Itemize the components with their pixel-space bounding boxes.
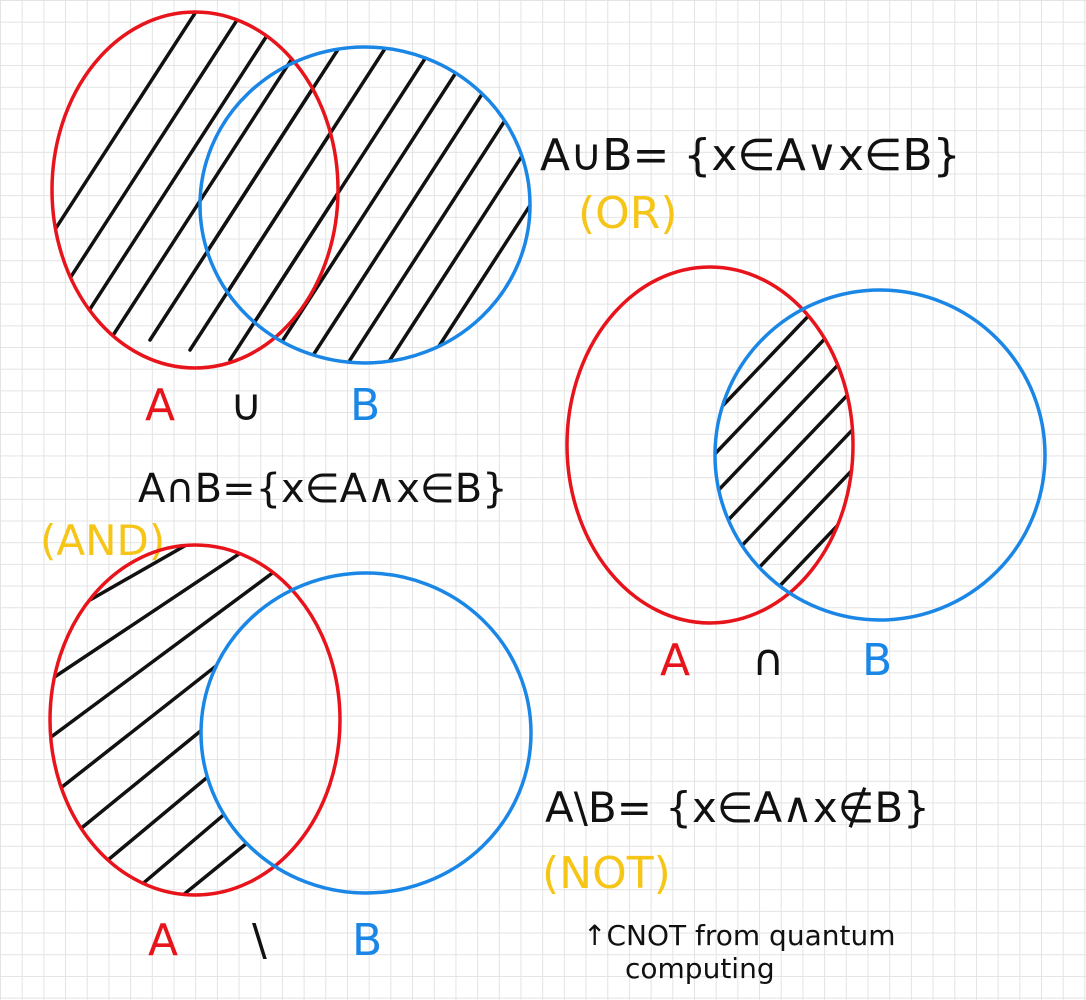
intersection-circle-b [713,288,1047,622]
intersection-operator: ∩ [752,635,784,686]
difference-hatching [50,545,302,895]
intersection-diagram: A ∩ B A∩B={x∈A∧x∈B} (AND) [40,265,1047,686]
union-label-b: B [350,380,380,431]
difference-circle-b [199,571,533,895]
union-label-a: A [145,380,175,431]
difference-note-line1: ↑CNOT from quantum [583,919,895,952]
difference-logic-word: (NOT) [542,848,671,899]
union-formula: A∪B= {x∈A∨x∈B} [540,130,961,181]
intersection-circle-a [565,265,855,625]
difference-operator: \ [252,915,267,966]
difference-formula: A\B= {x∈A∧x∉B} [545,783,930,832]
union-logic-word: (OR) [578,188,678,239]
difference-label-b: B [352,915,382,966]
union-operator: ∪ [230,380,262,431]
intersection-formula: A∩B={x∈A∧x∈B} [138,466,508,512]
intersection-label-a: A [660,635,690,686]
intersection-label-b: B [862,635,892,686]
difference-note-line2: computing [625,952,775,985]
union-circle-b [198,45,532,365]
union-circle-a [50,10,340,370]
intersection-logic-word: (AND) [40,516,165,565]
difference-label-a: A [148,915,178,966]
difference-circle-a [48,543,342,897]
union-diagram: A ∪ B A∪B= {x∈A∨x∈B} (OR) [50,10,961,431]
